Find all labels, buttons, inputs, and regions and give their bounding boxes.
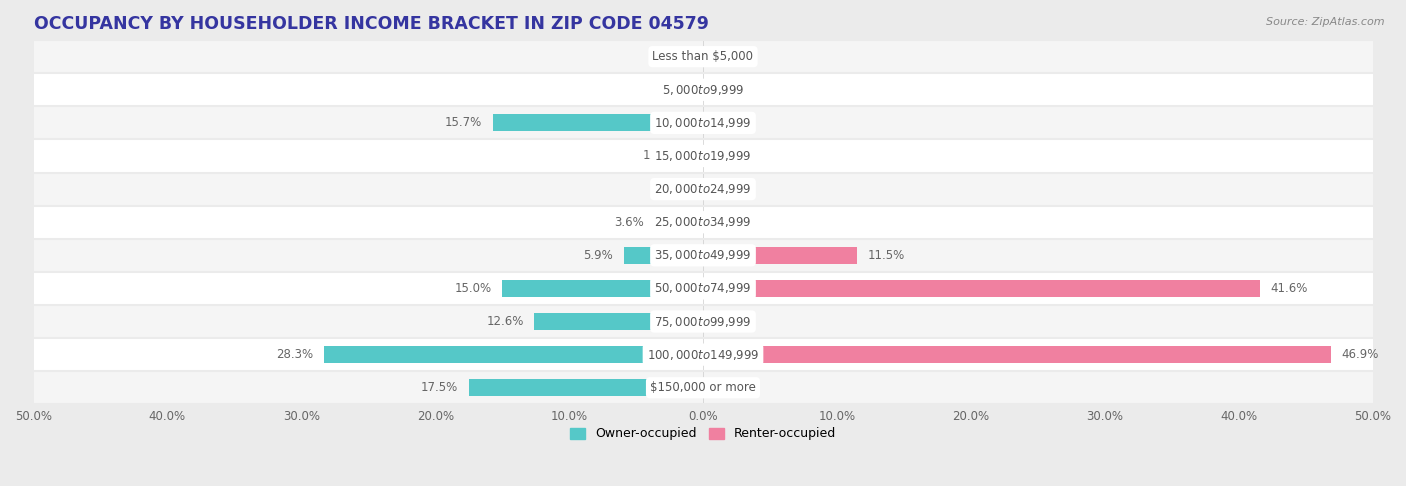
Bar xyxy=(34,206,1372,239)
Text: 12.6%: 12.6% xyxy=(486,315,523,328)
Text: 5.9%: 5.9% xyxy=(583,249,613,262)
Text: 17.5%: 17.5% xyxy=(420,381,458,394)
Bar xyxy=(34,371,1372,404)
Bar xyxy=(34,305,1372,338)
Text: $5,000 to $9,999: $5,000 to $9,999 xyxy=(662,83,744,97)
Text: $15,000 to $19,999: $15,000 to $19,999 xyxy=(654,149,752,163)
Bar xyxy=(34,40,1372,73)
Text: $10,000 to $14,999: $10,000 to $14,999 xyxy=(654,116,752,130)
Text: 28.3%: 28.3% xyxy=(276,348,314,361)
Bar xyxy=(34,73,1372,106)
Text: 0.0%: 0.0% xyxy=(714,83,744,96)
Bar xyxy=(492,114,703,132)
Bar xyxy=(34,139,1372,173)
Text: 0.0%: 0.0% xyxy=(714,216,744,229)
Text: 0.0%: 0.0% xyxy=(714,150,744,162)
Bar xyxy=(34,239,1372,272)
Text: OCCUPANCY BY HOUSEHOLDER INCOME BRACKET IN ZIP CODE 04579: OCCUPANCY BY HOUSEHOLDER INCOME BRACKET … xyxy=(34,15,709,33)
Text: $100,000 to $149,999: $100,000 to $149,999 xyxy=(647,347,759,362)
Legend: Owner-occupied, Renter-occupied: Owner-occupied, Renter-occupied xyxy=(565,422,841,445)
Text: $75,000 to $99,999: $75,000 to $99,999 xyxy=(654,314,752,329)
Text: Less than $5,000: Less than $5,000 xyxy=(652,50,754,63)
Text: 15.0%: 15.0% xyxy=(454,282,492,295)
Text: 0.0%: 0.0% xyxy=(714,315,744,328)
Text: 0.0%: 0.0% xyxy=(714,381,744,394)
Text: 0.0%: 0.0% xyxy=(714,50,744,63)
Bar xyxy=(34,106,1372,139)
Bar xyxy=(683,147,703,165)
Text: $35,000 to $49,999: $35,000 to $49,999 xyxy=(654,248,752,262)
Text: 0.0%: 0.0% xyxy=(662,83,692,96)
Text: 0.0%: 0.0% xyxy=(662,183,692,195)
Bar xyxy=(655,214,703,231)
Text: $50,000 to $74,999: $50,000 to $74,999 xyxy=(654,281,752,295)
Text: $20,000 to $24,999: $20,000 to $24,999 xyxy=(654,182,752,196)
Text: $25,000 to $34,999: $25,000 to $34,999 xyxy=(654,215,752,229)
Text: 41.6%: 41.6% xyxy=(1271,282,1308,295)
Bar xyxy=(34,338,1372,371)
Bar xyxy=(502,280,703,297)
Bar xyxy=(323,346,703,363)
Bar xyxy=(703,247,858,264)
Text: 0.0%: 0.0% xyxy=(714,116,744,129)
Bar xyxy=(34,272,1372,305)
Text: 1.5%: 1.5% xyxy=(643,150,672,162)
Text: 46.9%: 46.9% xyxy=(1341,348,1379,361)
Text: $150,000 or more: $150,000 or more xyxy=(650,381,756,394)
Bar xyxy=(468,379,703,397)
Bar xyxy=(624,247,703,264)
Text: 0.0%: 0.0% xyxy=(662,50,692,63)
Text: 3.6%: 3.6% xyxy=(614,216,644,229)
Bar xyxy=(34,173,1372,206)
Bar xyxy=(703,280,1260,297)
Text: Source: ZipAtlas.com: Source: ZipAtlas.com xyxy=(1267,17,1385,27)
Text: 0.0%: 0.0% xyxy=(714,183,744,195)
Bar xyxy=(534,313,703,330)
Text: 15.7%: 15.7% xyxy=(444,116,482,129)
Bar xyxy=(703,346,1331,363)
Text: 11.5%: 11.5% xyxy=(868,249,905,262)
